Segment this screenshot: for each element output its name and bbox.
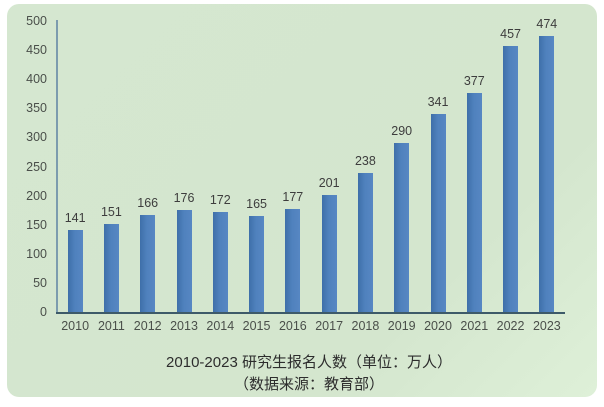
bar-value-label: 341 <box>427 95 449 109</box>
y-tick-label: 300 <box>26 130 47 145</box>
x-tick-label: 2016 <box>278 319 307 333</box>
y-tick-label: 350 <box>26 101 47 116</box>
bar-2010 <box>67 230 83 312</box>
bar-value-label: 377 <box>463 74 485 88</box>
bar-value-label: 201 <box>318 176 340 190</box>
bar-2016 <box>285 209 301 312</box>
x-tick-label: 2023 <box>532 319 561 333</box>
y-tick-label: 200 <box>26 188 47 203</box>
x-tick-label: 2020 <box>424 319 452 333</box>
bar-2013 <box>176 210 192 312</box>
x-tick-label: 2018 <box>351 319 380 333</box>
x-tick-label: 2013 <box>170 319 198 333</box>
bar-value-label: 166 <box>137 196 159 210</box>
bar-2011 <box>103 224 119 312</box>
bar-2020 <box>430 114 446 312</box>
x-tick-label: 2011 <box>97 319 125 333</box>
y-tick-label: 0 <box>40 305 47 319</box>
bar-2014 <box>212 212 228 312</box>
y-tick-label: 450 <box>26 43 47 58</box>
bar-value-label: 151 <box>100 205 122 219</box>
x-tick-label: 2019 <box>387 319 416 333</box>
bar-value-label: 238 <box>354 154 376 168</box>
bar-value-label: 474 <box>536 17 558 31</box>
bar-2023 <box>539 36 555 312</box>
bar-value-label: 290 <box>391 124 413 138</box>
bar-2018 <box>357 173 373 312</box>
bar-value-label: 176 <box>173 191 195 205</box>
x-tick-label: 2012 <box>133 319 162 333</box>
y-axis-line <box>56 20 58 313</box>
y-tick-label: 150 <box>26 217 47 232</box>
chart-subtitle: （数据来源：教育部） <box>233 376 384 393</box>
bar-2021 <box>466 93 482 312</box>
x-tick-label: 2022 <box>496 319 525 333</box>
y-tick-label: 50 <box>33 275 47 290</box>
x-axis-line <box>56 312 565 314</box>
chart-title: 2010-2023 研究生报名人数（单位：万人） <box>166 354 452 371</box>
y-tick-label: 100 <box>26 246 47 261</box>
y-tick-label: 500 <box>26 14 47 28</box>
y-tick-label: 250 <box>26 159 47 174</box>
x-tick-label: 2015 <box>242 319 271 333</box>
bar-value-label: 165 <box>246 197 267 211</box>
bar-2012 <box>140 215 156 312</box>
bar-value-label: 457 <box>500 27 521 41</box>
bar-value-label: 141 <box>64 211 86 225</box>
bar-2022 <box>503 46 519 312</box>
y-tick-label: 400 <box>26 72 47 87</box>
bar-2019 <box>394 143 410 312</box>
chart-panel: 0 50 100 150 200 250 300 350 400 450 500 141 151 166… <box>7 4 597 397</box>
x-tick-label: 2017 <box>315 319 344 333</box>
x-tick-label: 2014 <box>206 319 235 333</box>
x-tick-label: 2021 <box>460 319 489 333</box>
chart-caption: 2010-2023 研究生报名人数（单位：万人） （数据来源：教育部） <box>7 352 604 396</box>
bar-value-label: 172 <box>209 193 231 207</box>
bar-value-label: 177 <box>282 190 304 204</box>
bar-2017 <box>321 195 337 312</box>
bar-2015 <box>249 216 265 312</box>
x-tick-label: 2010 <box>61 319 90 333</box>
